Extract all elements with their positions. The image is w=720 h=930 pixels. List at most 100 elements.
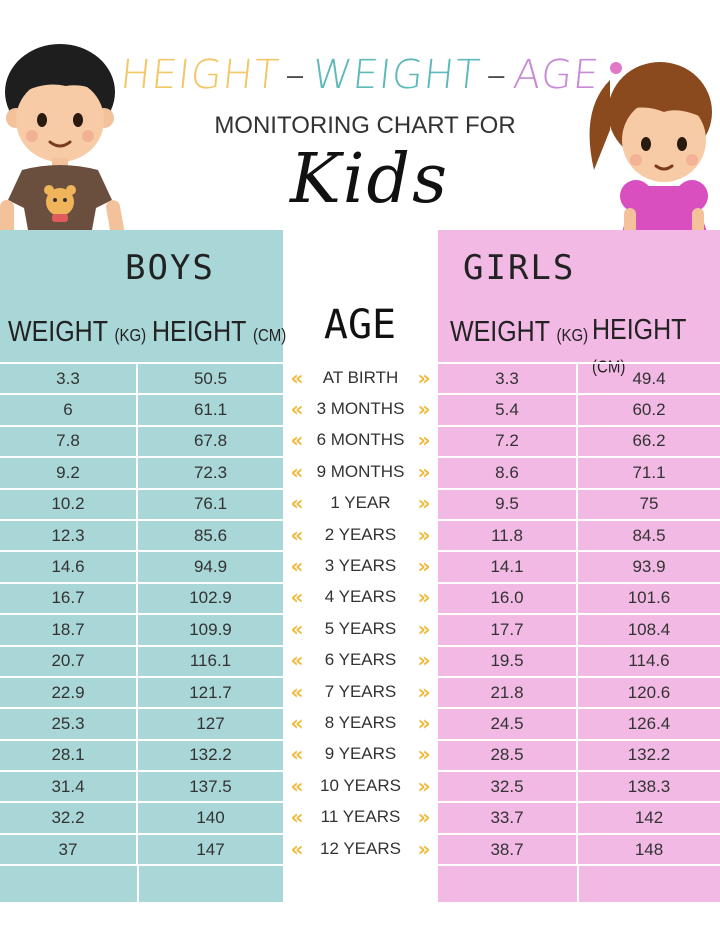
age-label: 10 YEARS: [320, 775, 401, 795]
age-label: 8 YEARS: [324, 712, 397, 732]
boys-height-cell: 61.1: [193, 400, 228, 420]
age-label: 1 YEAR: [330, 493, 391, 513]
girls-weight-cell: 9.5: [438, 489, 578, 519]
girls-height-cell: 120.6: [627, 682, 671, 702]
girls-section: [438, 230, 720, 902]
chevron-left-icon: «: [290, 585, 304, 610]
boys-height-cell: 116.1: [189, 651, 232, 671]
age-header: AGE: [323, 302, 397, 348]
boys-section: [0, 230, 283, 902]
chevron-left-icon: «: [290, 648, 304, 673]
girls-weight-cell: 38.7: [438, 834, 578, 865]
age-row: « 2 YEARS »: [283, 519, 438, 550]
table-row: 3.3 49.4: [438, 362, 720, 394]
boys-weight-cell: 3.3: [0, 364, 138, 394]
age-label: 2 YEARS: [324, 524, 397, 544]
girls-title: GIRLS: [463, 248, 576, 288]
age-label: 3 YEARS: [324, 556, 397, 576]
boys-weight-cell: 9.2: [0, 458, 138, 488]
boys-weight-cell: 12.3: [0, 520, 138, 551]
girls-weight-cell: 7.2: [438, 426, 578, 457]
title-age-word: AGE: [511, 52, 602, 98]
table-row: 6 61.1: [0, 393, 283, 425]
chevron-right-icon: »: [417, 616, 431, 641]
boys-height-cell: 121.7: [189, 682, 232, 702]
chevron-right-icon: »: [417, 585, 431, 610]
age-row: « 1 YEAR »: [283, 488, 438, 519]
age-row: « 4 YEARS »: [283, 582, 438, 613]
age-label: AT BIRTH: [322, 367, 399, 387]
title-dash: –: [484, 52, 510, 98]
table-row: 24.5 126.4: [438, 707, 720, 739]
boys-height-cell: 127: [196, 713, 225, 733]
girls-height-cell: 49.4: [632, 368, 666, 388]
table-row: 25.3 127: [0, 707, 283, 739]
chevron-left-icon: «: [290, 805, 304, 830]
chevron-right-icon: »: [417, 522, 431, 547]
girls-height-cell: 60.2: [632, 400, 666, 420]
boys-weight-header: WEIGHT (KG): [8, 316, 146, 349]
girls-weight-cell: 3.3: [438, 364, 578, 394]
table-row: 11.8 84.5: [438, 518, 720, 551]
chevron-left-icon: «: [290, 459, 304, 484]
chevron-left-icon: «: [290, 616, 304, 641]
age-label: 9 YEARS: [324, 744, 397, 764]
table-row: 7.2 66.2: [438, 424, 720, 457]
girls-height-cell: 132.2: [627, 745, 671, 765]
header-label: WEIGHT: [8, 315, 108, 349]
girls-height-cell: 126.4: [627, 713, 671, 733]
age-label: 9 MONTHS: [316, 461, 405, 481]
table-row: 18.7 109.9: [0, 613, 283, 645]
chevron-right-icon: »: [417, 397, 431, 422]
age-row: « AT BIRTH »: [283, 362, 438, 393]
boys-height-cell: 132.2: [189, 745, 232, 765]
girls-weight-cell: 32.5: [438, 772, 578, 802]
boys-weight-cell: 37: [0, 834, 138, 865]
boys-weight-cell: 6: [0, 395, 138, 425]
table-row: 21.8 120.6: [438, 675, 720, 708]
chevron-left-icon: «: [290, 742, 304, 767]
girls-weight-cell: 21.8: [438, 677, 578, 708]
age-row: « 6 YEARS »: [283, 645, 438, 676]
chevron-left-icon: «: [290, 365, 304, 390]
table-row: 22.9 121.7: [0, 675, 283, 708]
boys-height-cell: 137.5: [189, 776, 232, 796]
girls-height-cell: 101.6: [627, 588, 671, 608]
header-unit: (CM): [252, 326, 287, 346]
chevron-right-icon: »: [417, 554, 431, 579]
table-row: 8.6 71.1: [438, 456, 720, 488]
age-row: « 5 YEARS »: [283, 613, 438, 644]
table-row: 10.2 76.1: [0, 487, 283, 519]
header-label: HEIGHT: [592, 313, 686, 346]
girls-weight-cell: 8.6: [438, 458, 578, 488]
boys-weight-cell: 18.7: [0, 615, 138, 645]
chevron-left-icon: «: [290, 679, 304, 704]
boys-weight-cell: 31.4: [0, 772, 138, 802]
age-row: « 11 YEARS »: [283, 801, 438, 832]
boys-weight-cell: 7.8: [0, 426, 138, 457]
age-row: « 3 YEARS »: [283, 550, 438, 581]
age-label: 7 YEARS: [324, 681, 397, 701]
chevron-left-icon: «: [290, 428, 304, 453]
chevron-right-icon: »: [417, 648, 431, 673]
girls-weight-header: WEIGHT (KG): [450, 316, 588, 349]
table-row: 17.7 108.4: [438, 613, 720, 645]
divider: [137, 864, 139, 902]
divider: [577, 864, 579, 902]
girls-height-cell: 75: [639, 494, 659, 514]
boys-height-cell: 50.5: [193, 368, 228, 388]
table-row: 14.6 94.9: [0, 550, 283, 582]
header-unit: (KG): [556, 326, 589, 346]
boys-height-cell: 140: [196, 808, 225, 828]
age-label: 6 MONTHS: [316, 430, 405, 450]
girls-height-cell: 66.2: [632, 431, 666, 451]
table-row: 7.8 67.8: [0, 424, 283, 457]
girls-weight-cell: 14.1: [438, 552, 578, 582]
header-unit: (KG): [114, 326, 147, 346]
chevron-left-icon: «: [290, 522, 304, 547]
chevron-left-icon: «: [290, 397, 304, 422]
girls-weight-cell: 28.5: [438, 740, 578, 771]
table-row: 5.4 60.2: [438, 393, 720, 425]
age-row: « 8 YEARS »: [283, 707, 438, 738]
girls-height-cell: 84.5: [632, 525, 666, 545]
